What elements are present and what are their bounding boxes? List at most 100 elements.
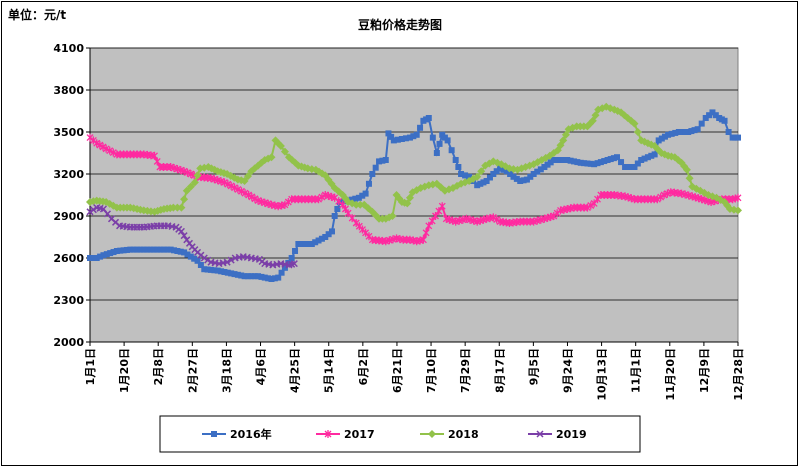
data-point — [394, 136, 401, 143]
data-point — [324, 430, 332, 438]
data-point — [537, 166, 544, 173]
data-point — [634, 160, 641, 167]
x-tick-label: 10月13日 — [596, 348, 609, 401]
data-point — [497, 165, 504, 172]
data-point — [318, 235, 325, 242]
x-tick-label: 11月1日 — [630, 348, 643, 393]
data-point — [147, 246, 154, 253]
data-point — [588, 116, 597, 125]
data-point — [86, 208, 94, 216]
data-point — [536, 430, 544, 438]
data-point — [275, 274, 282, 281]
data-point — [173, 203, 182, 212]
data-point — [221, 269, 228, 275]
data-point — [204, 266, 211, 273]
data-point — [672, 129, 679, 136]
data-point — [455, 164, 462, 170]
data-point — [187, 253, 194, 260]
legend-label: 2018 — [448, 428, 479, 441]
data-point — [341, 205, 349, 213]
data-point — [207, 266, 214, 273]
data-point — [251, 194, 259, 203]
data-point — [102, 144, 110, 153]
x-tick-label: 12月9日 — [698, 348, 711, 393]
data-point — [685, 174, 694, 183]
data-point — [181, 249, 188, 256]
data-point — [334, 206, 341, 212]
data-point — [308, 241, 315, 247]
data-point — [238, 187, 245, 196]
data-point — [243, 172, 252, 181]
data-point — [685, 129, 692, 135]
data-point — [721, 117, 728, 124]
data-point — [372, 164, 379, 171]
data-point — [171, 247, 178, 254]
data-point — [341, 198, 348, 205]
data-point — [93, 255, 100, 261]
data-point — [93, 139, 101, 148]
data-point — [376, 158, 383, 165]
data-point — [682, 129, 689, 135]
data-point — [182, 186, 191, 195]
data-point — [557, 157, 564, 163]
data-point — [564, 157, 571, 163]
data-point — [570, 158, 577, 165]
data-point — [244, 273, 251, 280]
data-point — [362, 190, 369, 197]
data-point — [312, 239, 319, 246]
data-point — [665, 131, 672, 138]
data-point — [298, 241, 305, 247]
data-point — [204, 256, 212, 264]
legend-item: 2016年 — [202, 427, 272, 441]
data-point — [302, 241, 309, 247]
data-point — [194, 257, 201, 264]
data-point — [438, 202, 446, 211]
data-point — [691, 127, 698, 134]
data-point — [483, 178, 490, 184]
data-point — [127, 246, 134, 253]
data-point — [130, 246, 137, 253]
data-point — [523, 176, 530, 183]
data-point — [452, 157, 459, 163]
data-point — [706, 112, 713, 119]
data-point — [325, 231, 332, 238]
data-point — [140, 246, 147, 253]
data-point — [633, 128, 642, 136]
series-2018 — [86, 102, 742, 223]
data-point — [641, 155, 648, 162]
data-point — [103, 251, 110, 258]
data-point — [574, 159, 581, 166]
data-point — [734, 193, 742, 202]
data-point — [477, 180, 484, 187]
data-point — [466, 173, 473, 180]
legend-label: 2019 — [556, 428, 587, 441]
data-point — [97, 253, 104, 260]
data-point — [610, 155, 617, 162]
x-tick-label: 4月25日 — [289, 348, 302, 393]
data-point — [601, 158, 608, 165]
data-point — [493, 215, 501, 224]
data-point — [231, 271, 238, 278]
x-tick-label: 5月14日 — [323, 348, 336, 393]
x-tick-label: 9月24日 — [561, 348, 574, 393]
data-point — [251, 273, 258, 280]
data-point — [211, 431, 217, 437]
data-point — [734, 206, 742, 215]
data-point — [473, 172, 482, 181]
data-point — [305, 241, 312, 247]
data-point — [390, 137, 397, 144]
data-point — [177, 203, 186, 212]
data-point — [214, 267, 221, 274]
data-point — [160, 246, 167, 253]
data-point — [238, 272, 245, 279]
y-tick-label: 2900 — [53, 210, 84, 223]
data-point — [87, 255, 93, 261]
data-point — [583, 203, 591, 212]
legend-item: 2018 — [420, 428, 479, 441]
data-point — [385, 130, 392, 137]
unit-label: 单位：元/t — [8, 8, 67, 22]
data-point — [625, 164, 632, 170]
data-point — [190, 178, 199, 187]
data-point — [584, 160, 591, 167]
data-point — [630, 119, 639, 128]
